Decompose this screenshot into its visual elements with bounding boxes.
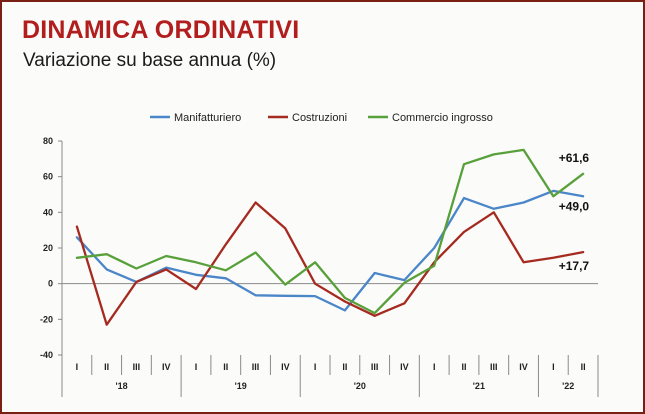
y-tick-label: 40 bbox=[43, 207, 53, 217]
end-value-label: +61,6 bbox=[559, 151, 590, 165]
quarter-label: II bbox=[104, 362, 109, 372]
quarter-label: III bbox=[371, 362, 379, 372]
series-line bbox=[75, 201, 585, 326]
y-tick-label: -40 bbox=[40, 350, 53, 360]
quarter-label: II bbox=[223, 362, 228, 372]
y-tick-label: 20 bbox=[43, 243, 53, 253]
end-value-label: +17,7 bbox=[559, 259, 590, 273]
quarter-label: II bbox=[581, 362, 586, 372]
legend-label: Manifatturiero bbox=[174, 112, 241, 124]
quarter-label: III bbox=[490, 362, 498, 372]
year-label: '22 bbox=[562, 381, 574, 391]
y-tick-label: 80 bbox=[43, 136, 53, 146]
quarter-label: I bbox=[433, 362, 436, 372]
quarter-label: II bbox=[342, 362, 347, 372]
y-tick-label: -20 bbox=[40, 314, 53, 324]
year-label: '21 bbox=[473, 381, 485, 391]
quarter-label: III bbox=[133, 362, 141, 372]
year-label: '19 bbox=[235, 381, 247, 391]
series-line bbox=[75, 189, 585, 312]
quarter-label: IV bbox=[400, 362, 409, 372]
legend-label: Commercio ingrosso bbox=[392, 112, 493, 124]
year-label: '18 bbox=[115, 381, 127, 391]
end-value-label: +49,0 bbox=[559, 199, 590, 213]
quarter-label: IV bbox=[281, 362, 290, 372]
series-line bbox=[75, 148, 585, 315]
quarter-label: IV bbox=[162, 362, 171, 372]
quarter-label: II bbox=[461, 362, 466, 372]
quarter-label: I bbox=[76, 362, 79, 372]
quarter-label: I bbox=[195, 362, 198, 372]
y-tick-label: 0 bbox=[48, 279, 53, 289]
quarter-label: III bbox=[252, 362, 260, 372]
quarter-label: I bbox=[552, 362, 555, 372]
year-label: '20 bbox=[354, 381, 366, 391]
chart-title: DINAMICA ORDINATIVI bbox=[22, 16, 300, 44]
quarter-label: I bbox=[314, 362, 317, 372]
chart-subtitle: Variazione su base annua (%) bbox=[23, 50, 277, 71]
y-tick-label: 60 bbox=[43, 172, 53, 182]
quarter-label: IV bbox=[519, 362, 528, 372]
legend-label: Costruzioni bbox=[292, 112, 347, 124]
